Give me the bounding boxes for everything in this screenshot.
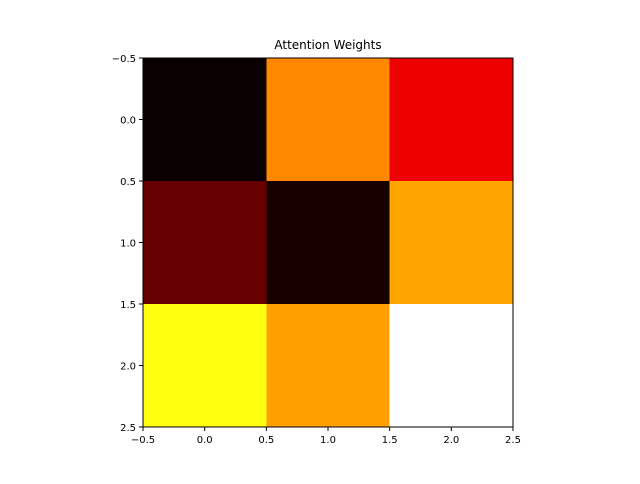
y-tick-label: 2.5: [120, 423, 136, 434]
x-tick-label: 1.5: [382, 435, 398, 446]
x-tick-label: 0.5: [258, 435, 274, 446]
heatmap-cell-r0-c1: [266, 58, 390, 181]
y-tick-label: −0.5: [112, 54, 136, 65]
y-tick-label: 2.0: [120, 362, 136, 373]
heatmap-cell-r2-c1: [266, 304, 390, 427]
x-tick-label: 2.0: [443, 435, 459, 446]
chart-title: Attention Weights: [274, 38, 381, 52]
y-tick-label: 1.0: [120, 239, 136, 250]
y-tick-label: 1.5: [120, 300, 136, 311]
x-tick-label: 2.5: [505, 435, 521, 446]
x-tick-label: −0.5: [131, 435, 155, 446]
y-tick-label: 0.0: [120, 116, 136, 127]
y-axis: −0.5 0.0 0.5 1.0 1.5 2.0 2.5: [112, 54, 143, 434]
x-axis: −0.5 0.0 0.5 1.0 1.5 2.0 2.5: [131, 427, 521, 446]
heatmap-cell-r1-c2: [389, 181, 513, 304]
heatmap-cell-r2-c0: [143, 304, 267, 427]
heatmap-cell-r1-c0: [143, 181, 267, 304]
heatmap-cell-r2-c2: [389, 304, 513, 427]
heatmap-cell-r1-c1: [266, 181, 390, 304]
heatmap-cells: [143, 58, 513, 427]
heatmap-cell-r0-c0: [143, 58, 267, 181]
x-tick-label: 1.0: [320, 435, 336, 446]
x-tick-label: 0.0: [197, 435, 213, 446]
y-tick-label: 0.5: [120, 177, 136, 188]
heatmap-cell-r0-c2: [389, 58, 513, 181]
